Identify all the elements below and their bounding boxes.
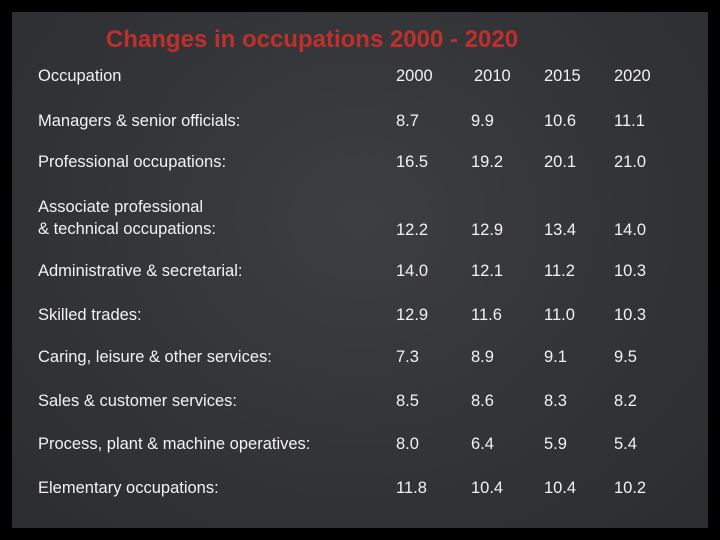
cell-value: 11.1 (614, 112, 645, 130)
cell-value: 21.0 (614, 153, 647, 171)
row-label: Professional occupations: (38, 153, 227, 171)
cell-value: 11.6 (471, 306, 502, 324)
cell-value: 19.2 (471, 153, 504, 171)
cell-value: 7.3 (396, 348, 419, 366)
cell-value: 14.0 (614, 221, 647, 239)
cell-value: 10.6 (544, 112, 577, 130)
cell-value: 12.1 (471, 262, 504, 280)
cell-value: 5.9 (544, 435, 567, 453)
cell-value: 11.2 (544, 262, 575, 280)
row-label: Caring, leisure & other services: (38, 348, 272, 366)
cell-value: 14.0 (396, 262, 429, 280)
cell-value: 5.4 (614, 435, 637, 453)
row-label: Elementary occupations: (38, 479, 219, 497)
row-label: Skilled trades: (38, 306, 142, 324)
row-label: Process, plant & machine operatives: (38, 435, 311, 453)
cell-value: 12.9 (396, 306, 429, 324)
row-label: & technical occupations: (38, 220, 216, 238)
cell-value: 6.4 (471, 435, 494, 453)
cell-value: 12.9 (471, 221, 504, 239)
cell-value: 12.2 (396, 221, 429, 239)
row-label: Administrative & secretarial: (38, 262, 243, 280)
cell-value: 20.1 (544, 153, 577, 171)
header-year: 2020 (614, 67, 651, 85)
cell-value: 9.5 (614, 348, 637, 366)
cell-value: 13.4 (544, 221, 577, 239)
row-label: Managers & senior officials: (38, 112, 241, 130)
cell-value: 9.1 (544, 348, 567, 366)
cell-value: 10.2 (614, 479, 647, 497)
cell-value: 16.5 (396, 153, 429, 171)
row-label: Sales & customer services: (38, 392, 237, 410)
slide-title: Changes in occupations 2000 - 2020 (105, 26, 519, 53)
cell-value: 11.0 (544, 306, 575, 324)
slide: Changes in occupations 2000 - 2020 Occup… (12, 12, 708, 528)
cell-value: 11.8 (396, 479, 427, 497)
row-label: Associate professional (38, 198, 204, 216)
cell-value: 8.9 (471, 348, 494, 366)
cell-value: 10.4 (544, 479, 577, 497)
cell-value: 8.2 (614, 392, 637, 410)
header-year: 2015 (544, 67, 581, 85)
header-year: 2010 (474, 67, 511, 85)
cell-value: 9.9 (471, 112, 494, 130)
cell-value: 8.3 (544, 392, 567, 410)
cell-value: 10.3 (614, 306, 647, 324)
cell-value: 8.5 (396, 392, 419, 410)
header-occupation: Occupation (38, 67, 122, 85)
header-year: 2000 (396, 67, 433, 85)
cell-value: 8.0 (396, 435, 419, 453)
cell-value: 8.7 (396, 112, 419, 130)
cell-value: 8.6 (471, 392, 494, 410)
cell-value: 10.4 (471, 479, 504, 497)
cell-value: 10.3 (614, 262, 647, 280)
